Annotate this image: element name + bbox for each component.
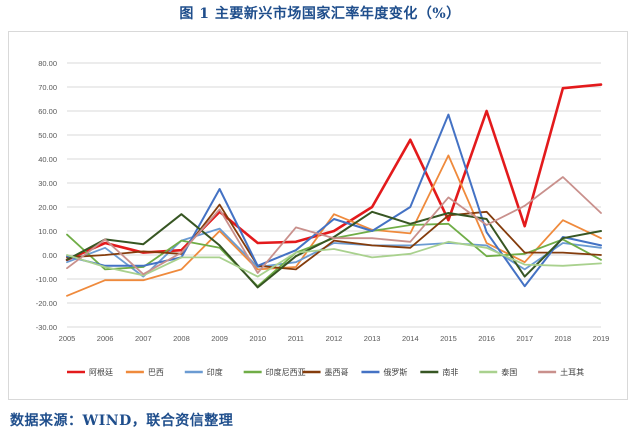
y-tick-label: -10.00 <box>36 275 57 284</box>
y-tick-label: 20.00 <box>38 203 57 212</box>
legend-label: 巴西 <box>148 368 164 377</box>
legend-label: 土耳其 <box>560 367 584 377</box>
x-tick-label: 2010 <box>249 334 266 343</box>
y-axis-ticks: 80.00 70.00 60.00 50.00 40.00 30.00 20.00 10.00… <box>36 59 57 332</box>
series-line-7 <box>66 210 602 289</box>
legend: 阿根廷 巴西 印度 印度尼西亚 墨西哥 俄罗斯 南非 泰国 土耳其 <box>67 367 584 377</box>
legend-label: 阿根廷 <box>89 367 113 377</box>
y-tick-label: 10.00 <box>38 227 57 236</box>
series-lines <box>65 83 603 297</box>
x-tick-label: 2011 <box>288 334 304 343</box>
x-axis-ticks: 2005 2006 2007 2008 2009 2010 2011 2012 2013 2014… <box>59 334 610 343</box>
y-tick-label: 50.00 <box>38 131 57 140</box>
x-tick-label: 2015 <box>440 334 457 343</box>
x-tick-label: 2013 <box>364 334 381 343</box>
x-tick-label: 2009 <box>211 334 228 343</box>
legend-label: 俄罗斯 <box>383 367 407 377</box>
data-source-note: 数据来源：WIND，联合资信整理 <box>10 413 234 429</box>
series-line-5 <box>66 203 602 271</box>
y-tick-label: 60.00 <box>38 107 57 116</box>
x-tick-label: 2006 <box>97 334 114 343</box>
chart-panel: 80.00 70.00 60.00 50.00 40.00 30.00 20.00 10.00… <box>8 31 628 400</box>
series-line-3 <box>66 227 602 278</box>
y-tick-label: 70.00 <box>38 83 57 92</box>
y-tick-label: -30.00 <box>36 323 57 332</box>
x-tick-label: 2005 <box>59 334 76 343</box>
x-tick-label: 2012 <box>326 334 343 343</box>
grid-lines <box>67 62 601 328</box>
x-tick-label: 2014 <box>402 334 419 343</box>
x-tick-label: 2008 <box>173 334 190 343</box>
series-line-8 <box>66 240 602 278</box>
x-tick-label: 2019 <box>593 334 610 343</box>
legend-label: 南非 <box>442 367 458 377</box>
legend-label: 泰国 <box>501 367 517 377</box>
x-tick-label: 2017 <box>516 334 533 343</box>
y-tick-label: 80.00 <box>38 59 57 68</box>
series-line-6 <box>66 113 602 288</box>
x-tick-label: 2007 <box>135 334 152 343</box>
y-tick-label: 0.00 <box>42 251 57 260</box>
legend-label: 印度 <box>207 367 223 377</box>
y-tick-label: -20.00 <box>36 299 57 308</box>
figure-title: 图 1 主要新兴市场国家汇率年度变化（%） <box>179 6 461 22</box>
series-line-2 <box>66 154 602 297</box>
line-chart: 80.00 70.00 60.00 50.00 40.00 30.00 20.00 10.00… <box>36 59 610 377</box>
series-line-9 <box>66 176 602 276</box>
y-tick-label: 30.00 <box>38 179 57 188</box>
legend-label: 墨西哥 <box>325 368 349 377</box>
y-tick-label: 40.00 <box>38 155 57 164</box>
x-tick-label: 2016 <box>478 334 495 343</box>
x-tick-label: 2018 <box>555 334 572 343</box>
legend-label: 印度尼西亚 <box>266 367 306 377</box>
